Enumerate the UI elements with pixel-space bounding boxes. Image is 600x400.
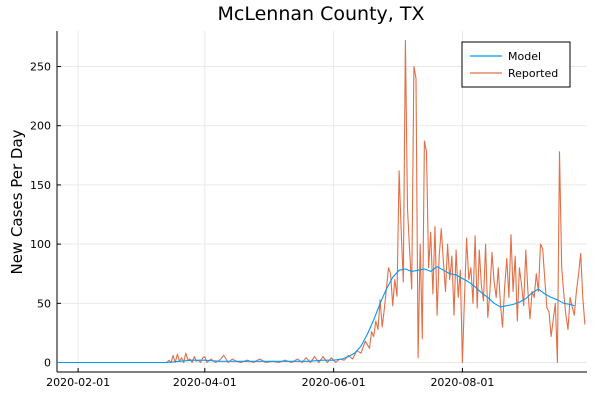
x-tick-label: 2020-08-01	[430, 376, 494, 389]
axes	[56, 31, 587, 373]
series-line-model	[57, 266, 575, 364]
y-axis-label: New Cases Per Day	[8, 129, 26, 274]
legend-label-reported: Reported	[508, 67, 558, 80]
ticks: 0 50 100 150 200 250 2020-02-01 2020-04-01 2020-…	[30, 61, 494, 389]
x-tick-label: 2020-02-01	[46, 376, 110, 389]
legend-box	[461, 41, 571, 88]
y-tick-label: 200	[30, 120, 51, 133]
grid	[57, 31, 587, 372]
y-tick-label: 0	[44, 357, 51, 370]
x-tick-label: 2020-04-01	[173, 376, 237, 389]
y-tick-label: 150	[30, 179, 51, 192]
plot-area	[57, 39, 586, 364]
legend: Model Reported	[461, 41, 571, 88]
x-tick-label: 2020-06-01	[302, 376, 366, 389]
legend-label-model: Model	[508, 50, 541, 63]
y-tick-label: 250	[30, 61, 51, 74]
series-line-reported	[57, 39, 586, 364]
y-tick-label: 50	[37, 297, 51, 310]
y-tick-label: 100	[30, 238, 51, 251]
chart-title: McLennan County, TX	[218, 3, 425, 25]
